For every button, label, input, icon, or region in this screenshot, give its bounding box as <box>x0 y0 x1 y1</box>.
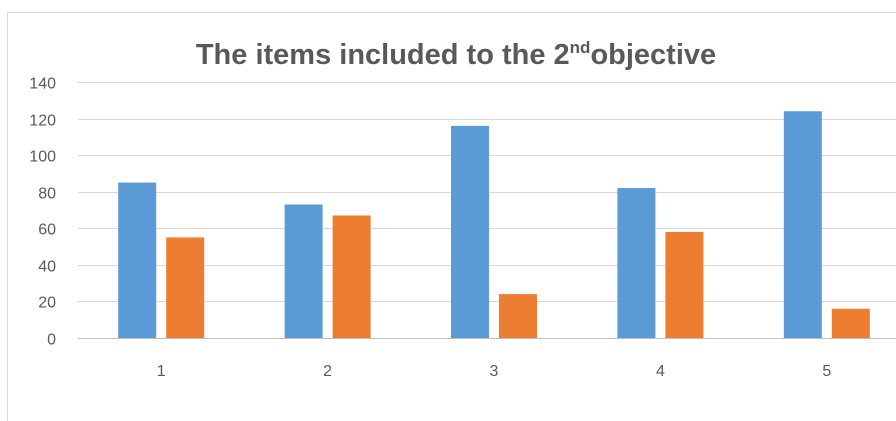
y-tick-label: 60 <box>38 222 56 239</box>
x-axis-ticks: 1 2 3 4 5 <box>157 363 832 380</box>
y-axis-ticks: 0 20 40 60 80 100 120 140 <box>29 76 56 349</box>
y-tick-label: 40 <box>38 259 56 276</box>
bar-series-2-category-2 <box>332 215 371 338</box>
y-tick-label: 100 <box>29 149 56 166</box>
bar-series-2-category-1 <box>166 237 205 338</box>
y-tick-label: 20 <box>38 295 56 312</box>
bar-series-1-category-2 <box>284 204 323 338</box>
bar-layer <box>118 111 870 338</box>
x-tick-label: 2 <box>323 363 332 380</box>
bar-series-1-category-1 <box>118 182 157 338</box>
bar-series-2-category-3 <box>499 294 537 338</box>
bar-series-1-category-5 <box>783 111 822 338</box>
y-tick-label: 140 <box>29 76 56 93</box>
bar-series-1-category-3 <box>451 125 489 338</box>
chart-title-superscript: nd <box>570 38 591 57</box>
y-tick-label: 0 <box>47 332 56 349</box>
bar-series-1-category-4 <box>617 188 656 338</box>
y-tick-label: 120 <box>29 113 56 130</box>
x-tick-label: 3 <box>490 363 499 380</box>
x-tick-label: 4 <box>656 363 665 380</box>
grid-layer <box>78 82 896 339</box>
y-tick-label: 80 <box>38 186 56 203</box>
x-tick-label: 1 <box>157 363 166 380</box>
bar-series-2-category-5 <box>831 308 870 338</box>
chart-title-rest: objective <box>590 39 716 71</box>
x-tick-label: 5 <box>822 363 831 380</box>
chart-title: The items included to the 2ndobjective <box>196 38 716 71</box>
bar-series-2-category-4 <box>665 231 704 338</box>
chart-title-main: The items included to the 2 <box>196 39 570 71</box>
